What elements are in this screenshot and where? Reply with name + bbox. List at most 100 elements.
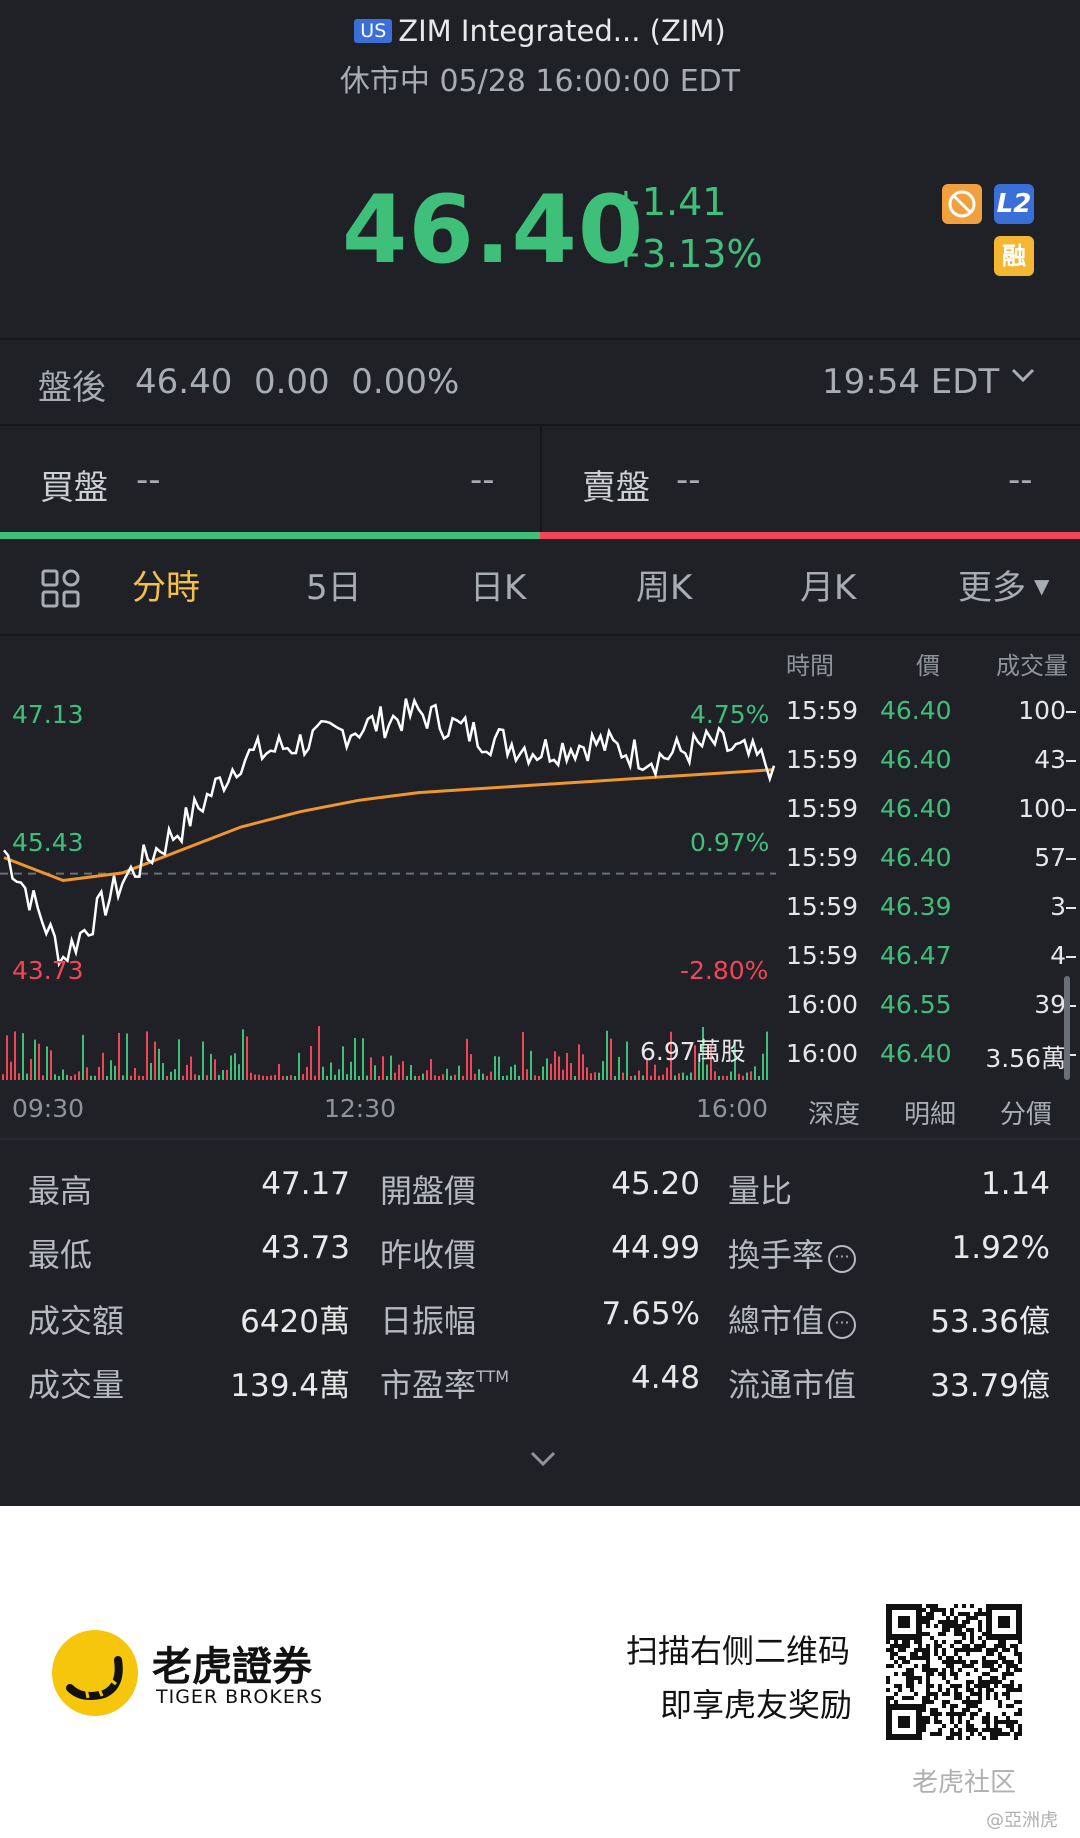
trade-row-tick — [1066, 760, 1076, 762]
volume-bar — [262, 1075, 264, 1080]
volume-bar — [666, 1067, 668, 1080]
volume-bar — [718, 1075, 720, 1080]
chevron-down-icon[interactable] — [1008, 360, 1038, 398]
tab-detail[interactable]: 明細 — [904, 1100, 957, 1130]
trade-list-scrollbar[interactable] — [1064, 976, 1070, 1080]
no-shorting-icon[interactable] — [942, 184, 982, 224]
volume-bar — [102, 1052, 104, 1080]
y-axis-low-pct: -2.80% — [680, 956, 769, 985]
volume-bar — [442, 1074, 444, 1080]
volume-bar — [230, 1055, 232, 1080]
volume-bar — [74, 1074, 76, 1080]
volume-bar — [162, 1063, 164, 1080]
stat-market-cap: 53.36億 — [930, 1304, 1050, 1340]
volume-bar — [610, 1038, 612, 1080]
stat-amplitude: 7.65% — [601, 1296, 700, 1332]
tab-intraday[interactable]: 分時 — [132, 568, 200, 608]
volume-bar — [514, 1064, 516, 1080]
more-info-icon[interactable]: ··· — [828, 1311, 857, 1339]
volume-bar — [470, 1054, 472, 1080]
volume-bar — [734, 1039, 736, 1080]
trade-row-tick — [1066, 1005, 1076, 1007]
tab-daily[interactable]: 日K — [470, 568, 527, 608]
volume-bar — [242, 1029, 244, 1080]
intraday-chart[interactable] — [0, 640, 776, 1092]
divider — [0, 1138, 1080, 1140]
volume-bar — [750, 1071, 752, 1080]
stat-turnover: 6420萬 — [240, 1304, 350, 1340]
tab-more[interactable]: 更多 ▼ — [958, 560, 1049, 609]
volume-bar — [478, 1069, 480, 1080]
volume-bar — [214, 1059, 216, 1080]
volume-bar — [566, 1052, 568, 1080]
volume-bar — [522, 1032, 524, 1080]
volume-bar — [170, 1071, 172, 1080]
tab-by-price[interactable]: 分價 — [1000, 1100, 1053, 1130]
volume-bar — [606, 1030, 608, 1080]
tab-5-day[interactable]: 5日 — [306, 568, 362, 608]
divider — [0, 634, 1080, 636]
volume-bar — [550, 1063, 552, 1080]
trade-row-volume: 3 — [1050, 892, 1066, 921]
margin-badge[interactable]: 融 — [994, 236, 1034, 276]
volume-bar — [398, 1064, 400, 1080]
stat-high-label: 最高 — [28, 1172, 93, 1210]
tab-weekly[interactable]: 周K — [636, 568, 693, 608]
tab-more-label: 更多 — [958, 568, 1026, 608]
volume-bar — [322, 1066, 324, 1080]
stat-pe-label-text: 市盈率 — [380, 1366, 477, 1404]
ask-size: -- — [1008, 460, 1033, 500]
volume-bar — [730, 1071, 732, 1080]
caret-down-icon: ▼ — [1034, 574, 1050, 598]
trade-row-volume: 39 — [1034, 990, 1066, 1019]
volume-bar — [78, 1071, 80, 1080]
volume-bar — [130, 1075, 132, 1080]
tiger-logo-icon — [52, 1630, 138, 1716]
volume-bar — [294, 1075, 296, 1080]
trade-row-volume: 3.56萬 — [985, 1044, 1066, 1073]
tab-depth[interactable]: 深度 — [808, 1100, 861, 1130]
volume-bar — [250, 1072, 252, 1080]
volume-bar — [134, 1067, 136, 1080]
volume-bar — [202, 1041, 204, 1080]
volume-bar — [290, 1075, 292, 1080]
volume-bar — [270, 1075, 272, 1080]
volume-bar — [210, 1053, 212, 1080]
level2-badge[interactable]: L2 — [994, 184, 1034, 224]
volume-bar — [402, 1061, 404, 1080]
volume-bar — [218, 1074, 220, 1080]
tab-monthly[interactable]: 月K — [800, 568, 857, 608]
volume-bar — [394, 1072, 396, 1080]
volume-bar — [482, 1073, 484, 1080]
volume-bar — [330, 1062, 332, 1080]
ask-price: -- — [676, 460, 701, 500]
volume-bar — [246, 1036, 248, 1080]
trade-row-tick — [1066, 956, 1076, 958]
volume-bar — [562, 1069, 564, 1080]
volume-bar — [22, 1033, 24, 1080]
volume-bar — [422, 1073, 424, 1080]
more-info-icon[interactable]: ··· — [828, 1245, 857, 1273]
volume-bar — [62, 1069, 64, 1080]
volume-bar — [594, 1072, 596, 1080]
volume-bar — [118, 1032, 120, 1080]
volume-bar — [574, 1075, 576, 1080]
volume-bar — [306, 1066, 308, 1080]
stat-turnover-rate-label-text: 換手率 — [728, 1236, 825, 1274]
grid-icon[interactable] — [40, 568, 82, 619]
volume-bar — [462, 1075, 464, 1080]
trade-row-price: 46.55 — [880, 990, 952, 1019]
promo-line-2: 即享虎友奖励 — [660, 1686, 853, 1724]
trade-row-price: 46.47 — [880, 941, 952, 970]
expand-chevron-icon[interactable] — [528, 1444, 558, 1479]
volume-bar — [742, 1075, 744, 1080]
volume-bar — [238, 1064, 240, 1080]
stat-pe-ttm: TTM — [476, 1367, 510, 1386]
volume-label: 6.97萬股 — [640, 1037, 746, 1066]
volume-bar — [366, 1075, 368, 1080]
stock-title[interactable]: US ZIM Integrated... (ZIM) — [0, 14, 1080, 48]
volume-bar — [278, 1064, 280, 1080]
volume-bar — [258, 1074, 260, 1080]
volume-bar — [722, 1075, 724, 1080]
volume-bar — [486, 1075, 488, 1080]
